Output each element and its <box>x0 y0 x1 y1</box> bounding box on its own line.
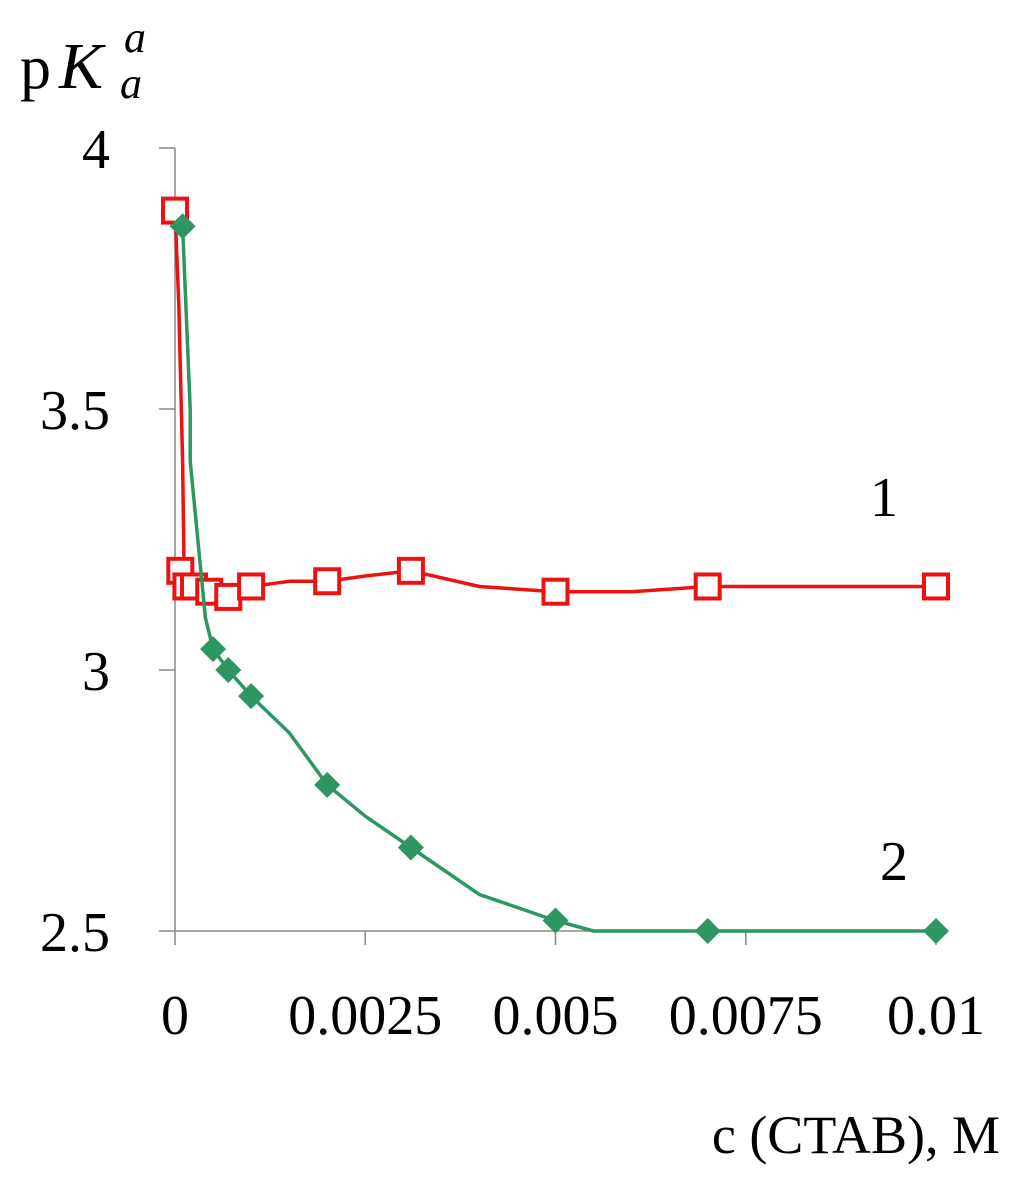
series-layer <box>161 196 950 944</box>
y-tick-label: 3 <box>82 641 110 703</box>
series-2-point <box>314 771 341 798</box>
x-tick-label: 0.005 <box>493 985 619 1047</box>
series-2-point <box>397 834 424 861</box>
x-tick-label: 0.01 <box>887 985 985 1047</box>
series-2-point <box>542 907 569 934</box>
series-1-label: 1 <box>870 467 898 529</box>
series-2 <box>169 213 949 944</box>
series-2-point <box>215 657 242 683</box>
series-2-point <box>200 636 227 663</box>
labels: 2.5 3 3.5 4 0 0.0025 0.005 0.0075 0.01 p K aa c (CTA… <box>20 13 1000 1165</box>
series-1-point <box>693 572 722 601</box>
series-2-point <box>169 213 196 240</box>
x-tick-label: 0.0075 <box>669 985 823 1047</box>
series-2-point <box>923 918 949 944</box>
y-axis-title-superscript: a <box>124 13 146 62</box>
series-2-line <box>180 226 936 933</box>
series-1-line <box>173 210 936 599</box>
series-1-point <box>313 567 342 596</box>
axes <box>159 147 937 945</box>
x-axis-title: c (CTAB), M <box>712 1105 1000 1165</box>
series-1-point <box>922 572 950 601</box>
x-tick-label: 0.0025 <box>288 985 442 1047</box>
series-2-point <box>694 918 721 944</box>
series-2-label: 2 <box>880 831 908 893</box>
x-tick-label: 0 <box>161 985 189 1047</box>
y-axis-title-subscript: a <box>120 59 142 108</box>
series-1-point <box>541 577 570 606</box>
y-tick-label: 3.5 <box>40 380 110 442</box>
y-tick-label: 4 <box>82 119 110 181</box>
series-2-point <box>238 683 265 710</box>
series-1-point <box>396 556 425 585</box>
series-1 <box>161 196 950 611</box>
y-tick-label: 2.5 <box>40 902 110 964</box>
series-1-point <box>214 582 243 611</box>
series-1-point <box>237 572 266 601</box>
